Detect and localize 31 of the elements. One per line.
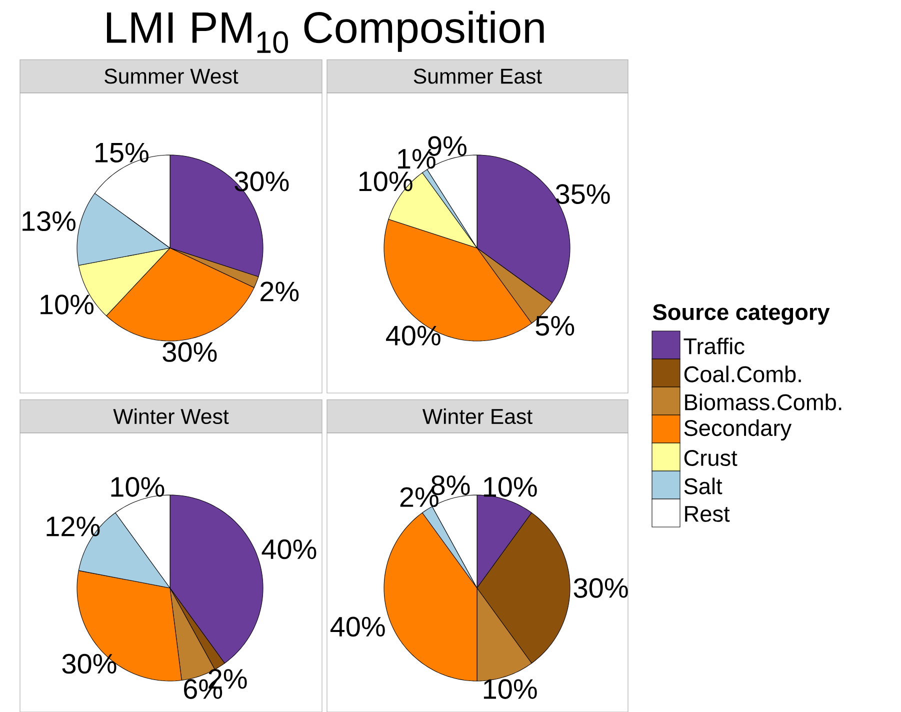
data-label: 13% <box>22 211 76 232</box>
legend-title: Source category <box>652 304 830 325</box>
legend-label: Salt <box>684 478 722 494</box>
chart-subtitle: Summer East <box>414 68 542 84</box>
data-label: 30% <box>162 342 217 362</box>
legend-label: Crust <box>684 450 738 466</box>
legend-label: Traffic <box>684 338 744 354</box>
data-label: 10% <box>484 477 537 497</box>
chart-subtitle: Winter West <box>113 408 229 424</box>
data-label: 40% <box>330 616 385 637</box>
chart-subtitle: Summer West <box>104 68 238 84</box>
legend-label: Coal.Comb. <box>684 366 801 382</box>
data-label: 30% <box>234 171 289 192</box>
data-label: 40% <box>386 326 440 346</box>
legend-label: Rest <box>685 506 730 522</box>
legend-label: Secondary <box>684 419 792 441</box>
data-label: 5% <box>536 316 574 336</box>
data-label: 30% <box>62 654 116 674</box>
data-label: 10% <box>359 171 412 192</box>
data-label: 10% <box>111 477 164 497</box>
data-label: 10% <box>484 679 537 699</box>
data-label: 2% <box>260 282 299 302</box>
data-label: 10% <box>40 294 94 314</box>
data-label: 12% <box>46 516 100 536</box>
data-label: 40% <box>262 539 316 560</box>
chart-title: LMI PM$_{10}$ Composition <box>106 10 544 54</box>
data-label: 35% <box>556 184 610 204</box>
legend-label: Biomass.Comb. <box>685 394 842 410</box>
chart-subtitle: Winter East <box>422 408 532 424</box>
data-label: 30% <box>574 578 628 598</box>
data-label: 15% <box>96 142 148 163</box>
